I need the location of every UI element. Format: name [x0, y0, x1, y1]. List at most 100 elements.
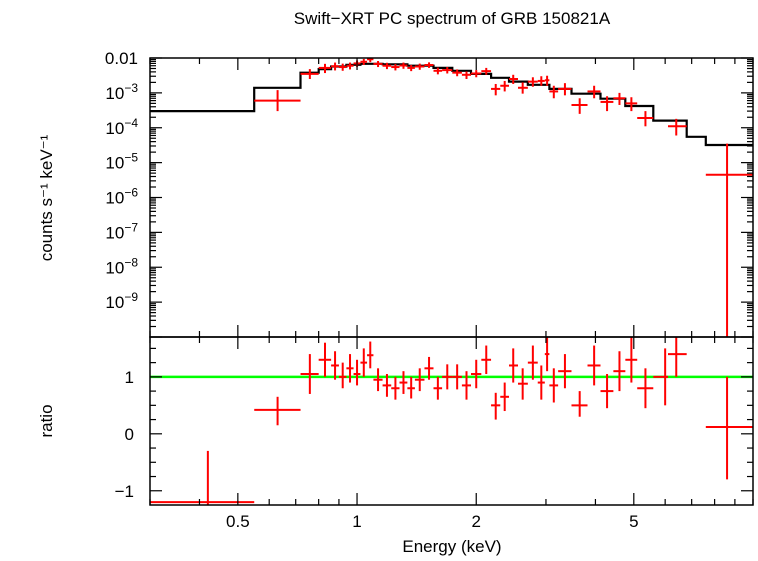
x-axis-label: Energy (keV)	[402, 537, 501, 556]
spectrum-y-tick-label: 10−6	[105, 186, 138, 208]
x-tick-label: 2	[472, 512, 481, 531]
spectrum-data-point	[667, 118, 687, 136]
ratio-data-point	[254, 396, 301, 426]
spectrum-data-point	[518, 82, 528, 94]
ratio-data-point	[500, 382, 510, 412]
spectrum-y-tick-label: 0.01	[105, 49, 138, 68]
spectrum-data-point	[346, 62, 354, 70]
tick-base: 10	[105, 154, 124, 173]
tick-base: 10	[105, 189, 124, 208]
spectrum-data-point	[600, 96, 614, 112]
ratio-data-point	[414, 368, 425, 392]
ratio-data-point	[481, 345, 492, 375]
spectrum-y-axis-label: counts s⁻¹ keV⁻¹	[37, 134, 56, 261]
ratio-y-tick-label: 1	[125, 368, 134, 387]
spectrum-data-point	[544, 75, 550, 86]
ratio-data-point	[613, 351, 626, 392]
spectrum-data-point	[382, 62, 392, 70]
tick-base: 10	[105, 223, 124, 242]
ratio-data-point	[367, 341, 374, 369]
spectrum-y-tick-label: 10−5	[105, 151, 138, 173]
spectrum-data-point	[537, 76, 545, 86]
ratio-data-point	[667, 337, 687, 377]
ratio-data-point	[373, 368, 383, 392]
tick-exponent: −7	[124, 220, 138, 234]
spectrum-data-point	[558, 83, 572, 96]
spectrum-data-point	[613, 92, 626, 105]
tick-base: 0.01	[105, 49, 138, 68]
spectrum-data-point	[367, 58, 374, 63]
spectrum-data-point	[360, 58, 368, 65]
x-tick-label: 1	[352, 512, 361, 531]
ratio-data-point	[353, 359, 361, 386]
spectrum-data-point	[705, 143, 753, 337]
ratio-data-point	[331, 351, 339, 380]
x-tick-label: 5	[629, 512, 638, 531]
ratio-data-point	[382, 374, 392, 397]
ratio-frame	[149, 336, 754, 506]
spectrum-y-tick-label: 10−3	[105, 81, 138, 103]
tick-exponent: −5	[124, 151, 138, 165]
ratio-data-point	[637, 368, 654, 409]
spectrum-y-tick-label: 10−9	[105, 290, 138, 312]
spectrum-data-point	[549, 85, 559, 99]
axes: 0.5 1 2 50.0110−310−410−510−610−710−810−910…	[105, 49, 754, 531]
spectrum-frame	[149, 57, 754, 338]
ratio-data-point	[653, 348, 668, 406]
ratio-y-tick-label: 0	[125, 425, 134, 444]
spectrum-y-tick-label: 10−8	[105, 255, 138, 277]
spectrum-data-point	[637, 111, 654, 127]
ratio-data-point	[470, 359, 482, 389]
ratio-data-point	[442, 364, 453, 390]
ratio-data-point	[150, 450, 255, 505]
ratio-data-point	[544, 337, 550, 372]
tick-base: 10	[105, 84, 124, 103]
tick-base: 10	[105, 293, 124, 312]
ratio-data-point	[537, 365, 545, 400]
spectrum-data-point	[461, 71, 471, 79]
spectrum-data-point	[625, 97, 638, 112]
x-tick-label: 0.5	[226, 512, 250, 531]
spectrum-data-point	[338, 63, 347, 71]
spectrum-data-point	[481, 67, 492, 75]
spectrum-data-point	[391, 64, 400, 71]
spectrum-data-point	[491, 83, 501, 96]
ratio-data-point	[407, 376, 415, 399]
spectrum-data-point	[300, 69, 319, 79]
spectrum-data-point	[527, 77, 538, 87]
model-step-line	[150, 62, 753, 147]
spectrum-data-point	[452, 69, 462, 77]
spectrum-data-point	[442, 67, 453, 74]
spectrum-data-point	[373, 61, 383, 68]
ratio-data-point	[391, 376, 400, 400]
spectrum-data-point	[424, 62, 434, 68]
tick-exponent: −6	[124, 186, 138, 200]
ratio-data-point	[558, 354, 572, 389]
tick-exponent: −8	[124, 255, 138, 269]
ratio-data-point	[318, 342, 332, 377]
ratio-data-point	[549, 368, 559, 403]
ratio-data-point	[527, 345, 538, 380]
ratio-data-point	[491, 392, 501, 420]
spectrum-data-point	[331, 62, 339, 71]
ratio-data-point	[338, 362, 347, 389]
tick-exponent: −9	[124, 290, 138, 304]
spectrum-y-tick-label: 10−7	[105, 220, 138, 242]
ratio-data-point	[300, 354, 319, 394]
spectrum-data-point	[318, 63, 332, 74]
ratio-panel	[150, 337, 753, 505]
tick-exponent: −4	[124, 116, 138, 130]
ratio-data-point	[587, 345, 601, 386]
ratio-y-tick-label: −1	[115, 482, 134, 501]
tick-base: 10	[105, 119, 124, 138]
ratio-data-point	[424, 356, 434, 380]
spectrum-data-point	[414, 63, 425, 70]
ratio-y-axis-label: ratio	[37, 404, 56, 437]
spectrum-data-point	[254, 90, 301, 112]
ratio-data-point	[399, 371, 408, 394]
ratio-data-point	[433, 376, 443, 400]
tick-exponent: −3	[124, 81, 138, 95]
spectrum-data-point	[470, 70, 482, 78]
